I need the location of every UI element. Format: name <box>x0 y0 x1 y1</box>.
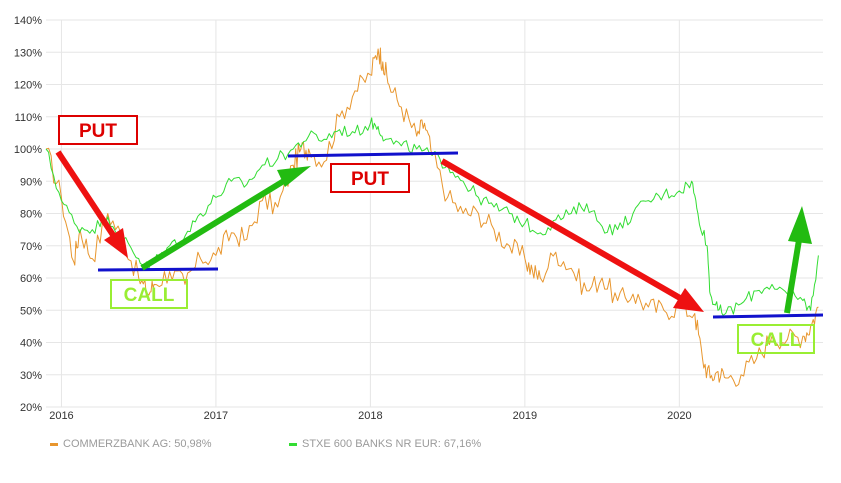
support-line-2016 <box>97 267 219 272</box>
y-tick-label: 20% <box>20 402 42 414</box>
x-tick-label: 2019 <box>513 410 537 422</box>
y-axis-ticks: 140% 130% 120% 110% 100% 90% 80% 70% 60% 50% 40% 30… <box>14 15 42 414</box>
call-box-left <box>110 279 188 309</box>
y-tick-label: 50% <box>20 305 42 317</box>
put-box-middle <box>330 163 410 193</box>
call-box-right <box>737 324 815 354</box>
put-box-left <box>58 115 138 145</box>
legend-label-stxe-banks: STXE 600 BANKS NR EUR: 67,16% <box>302 438 482 450</box>
y-tick-label: 140% <box>14 15 42 27</box>
x-tick-label: 2017 <box>204 410 228 422</box>
green-arrow-up-2020 <box>784 206 812 314</box>
legend-label-commerzbank: COMMERZBANK AG: 50,98% <box>63 438 212 450</box>
y-tick-label: 80% <box>20 209 42 221</box>
y-tick-label: 30% <box>20 370 42 382</box>
legend-swatch-green <box>289 442 297 446</box>
call-label-left: CALL <box>124 285 175 306</box>
y-tick-label: 40% <box>20 338 42 350</box>
y-tick-label: 130% <box>14 47 42 59</box>
grid-lines <box>46 19 823 408</box>
y-tick-label: 100% <box>14 144 42 156</box>
put-label-middle: PUT <box>351 169 389 190</box>
red-arrow-down-2018 <box>440 158 704 312</box>
legend-item-commerzbank[interactable]: COMMERZBANK AG: 50,98% <box>50 438 212 450</box>
y-tick-label: 110% <box>15 112 43 124</box>
legend-swatch-orange <box>50 442 58 446</box>
series-lines <box>45 47 819 387</box>
resistance-line-2017 <box>287 151 459 158</box>
x-tick-label: 2018 <box>358 410 382 422</box>
support-line-2020 <box>712 313 824 319</box>
series-line-commerzbank <box>45 47 819 387</box>
call-label-right: CALL <box>751 330 802 351</box>
y-tick-label: 90% <box>20 176 42 188</box>
put-label-left: PUT <box>79 121 117 142</box>
annotations: PUT PUT CALL CALL <box>55 115 824 354</box>
x-tick-label: 2020 <box>667 410 691 422</box>
green-arrow-up-2016 <box>140 166 311 271</box>
y-tick-label: 70% <box>20 241 42 253</box>
x-tick-label: 2016 <box>49 410 73 422</box>
y-tick-label: 60% <box>20 273 42 285</box>
legend-item-stxe-banks[interactable]: STXE 600 BANKS NR EUR: 67,16% <box>289 438 481 450</box>
y-tick-label: 120% <box>14 80 42 92</box>
x-axis-ticks: 2016 2017 2018 2019 2020 <box>49 410 691 422</box>
red-arrow-down-2016 <box>55 150 128 258</box>
